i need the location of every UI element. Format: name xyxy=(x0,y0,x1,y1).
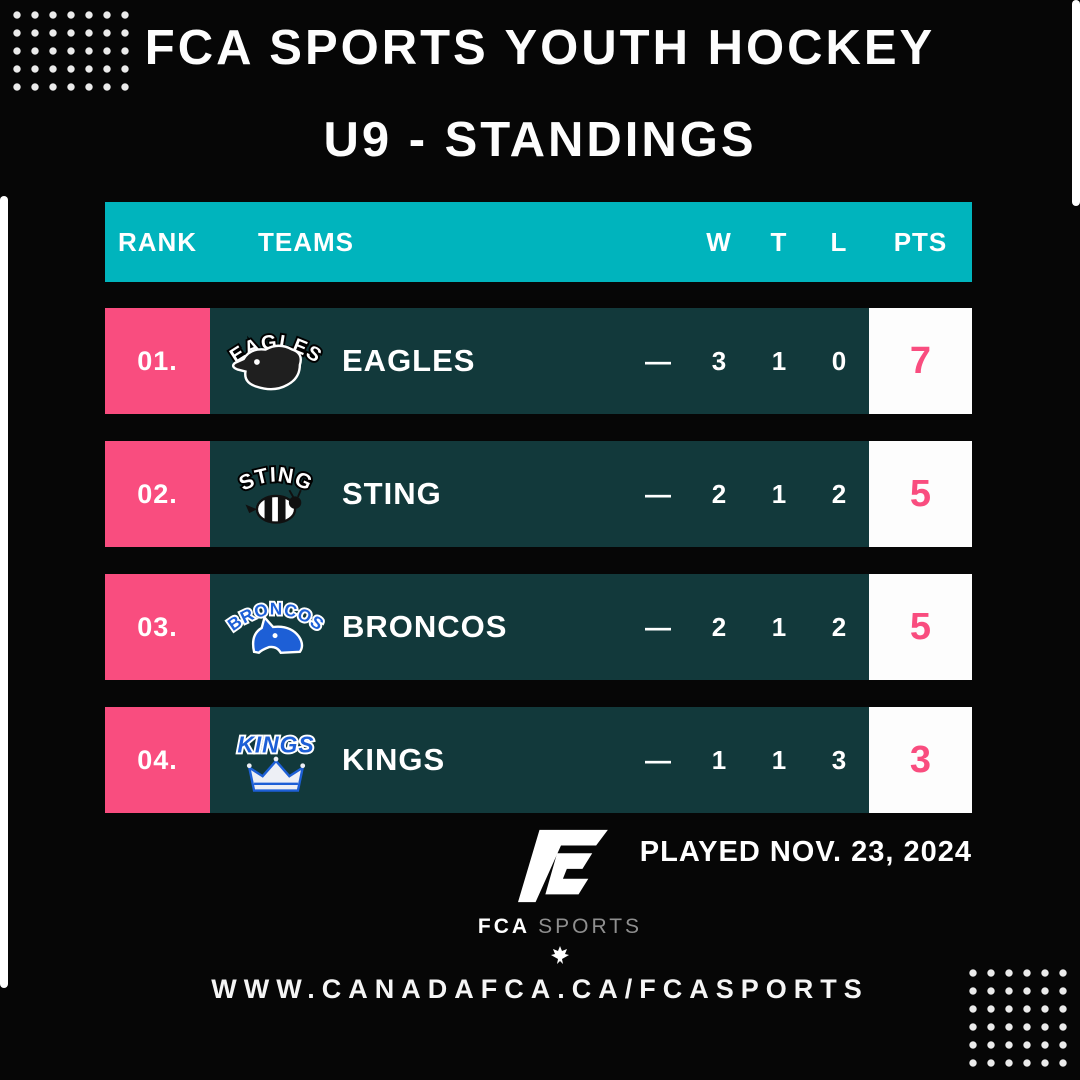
table-row: 04. KINGS KINGS — 1 1 3 3 xyxy=(105,707,972,813)
fca-sports-brand: FCA SPORTS xyxy=(430,824,690,970)
ties-value: 1 xyxy=(749,574,809,680)
dash-separator: — xyxy=(627,574,689,680)
rank-label: 04. xyxy=(137,744,178,775)
points-value: 5 xyxy=(909,605,932,648)
dot-grid-top-left xyxy=(8,6,136,98)
points-value: 7 xyxy=(909,339,932,382)
table-row: 01. EAGLES EAGLES — 3 1 0 7 xyxy=(105,308,972,414)
brand-name: FCA xyxy=(477,915,531,938)
points-value: 5 xyxy=(909,472,932,515)
team-cell: KINGS KINGS xyxy=(210,707,627,813)
right-edge-accent xyxy=(1072,0,1080,206)
dash-separator: — xyxy=(627,441,689,547)
team-name: EAGLES xyxy=(342,343,476,378)
team-name: STING xyxy=(342,476,442,511)
col-header-rank: RANK xyxy=(117,226,198,257)
team-cell: BRONCOS BRONCOS xyxy=(210,574,627,680)
broncos-logo: BRONCOS xyxy=(210,579,342,675)
kings-logo-text: KINGS xyxy=(237,731,314,757)
points-cell: 5 xyxy=(869,574,972,680)
losses-value: 3 xyxy=(809,707,869,813)
table-header: RANK TEAMS W T L PTS xyxy=(105,202,972,282)
ties-value: 1 xyxy=(749,707,809,813)
col-header-losses: L xyxy=(830,226,848,257)
rank-cell: 03. xyxy=(105,574,210,680)
table-row: 03. BRONCOS BRONCOS — 2 1 2 5 xyxy=(105,574,972,680)
rank-label: 01. xyxy=(137,345,178,376)
col-header-teams: TEAMS xyxy=(258,226,354,257)
brand-wordmark: FCA SPORTS xyxy=(478,915,642,939)
team-name: KINGS xyxy=(342,742,446,777)
kings-logo: KINGS xyxy=(210,712,342,808)
team-cell: STING STING xyxy=(210,441,627,547)
dash-separator: — xyxy=(627,308,689,414)
col-header-ties: T xyxy=(770,226,788,257)
sting-logo-text: STING xyxy=(234,461,318,497)
ties-value: 1 xyxy=(749,308,809,414)
wins-value: 1 xyxy=(689,707,749,813)
losses-value: 0 xyxy=(809,308,869,414)
team-name: BRONCOS xyxy=(342,609,508,644)
rank-cell: 02. xyxy=(105,441,210,547)
rank-label: 03. xyxy=(137,611,178,642)
points-cell: 3 xyxy=(869,707,972,813)
dot-grid-bottom-right xyxy=(964,964,1076,1076)
points-cell: 5 xyxy=(869,441,972,547)
page-title-line2: U9 - STANDINGS xyxy=(323,113,757,167)
dash-separator: — xyxy=(627,707,689,813)
col-header-wins: W xyxy=(706,226,732,257)
page-title-line1: FCA SPORTS YOUTH HOCKEY xyxy=(144,21,936,75)
wins-value: 2 xyxy=(689,574,749,680)
col-header-points: PTS xyxy=(893,226,948,257)
sting-logo: STING xyxy=(210,446,342,542)
wins-value: 3 xyxy=(689,308,749,414)
eagles-logo: EAGLES xyxy=(210,313,342,409)
website-url: WWW.CANADAFCA.CA/FCASPORTS xyxy=(211,974,869,1004)
rank-cell: 01. xyxy=(105,308,210,414)
losses-value: 2 xyxy=(809,441,869,547)
played-date-label: PLAYED NOV. 23, 2024 xyxy=(639,836,972,868)
maple-leaf-icon xyxy=(550,945,570,970)
fca-logo-icon xyxy=(500,824,620,913)
ties-value: 1 xyxy=(749,441,809,547)
brand-suffix: SPORTS xyxy=(538,915,643,938)
rank-cell: 04. xyxy=(105,707,210,813)
table-row: 02. STING xyxy=(105,441,972,547)
svg-text:STING: STING xyxy=(236,463,317,495)
rank-label: 02. xyxy=(137,478,178,509)
points-cell: 7 xyxy=(869,308,972,414)
losses-value: 2 xyxy=(809,574,869,680)
points-value: 3 xyxy=(909,738,932,781)
team-cell: EAGLES EAGLES xyxy=(210,308,627,414)
wins-value: 2 xyxy=(689,441,749,547)
left-edge-accent xyxy=(0,196,8,988)
